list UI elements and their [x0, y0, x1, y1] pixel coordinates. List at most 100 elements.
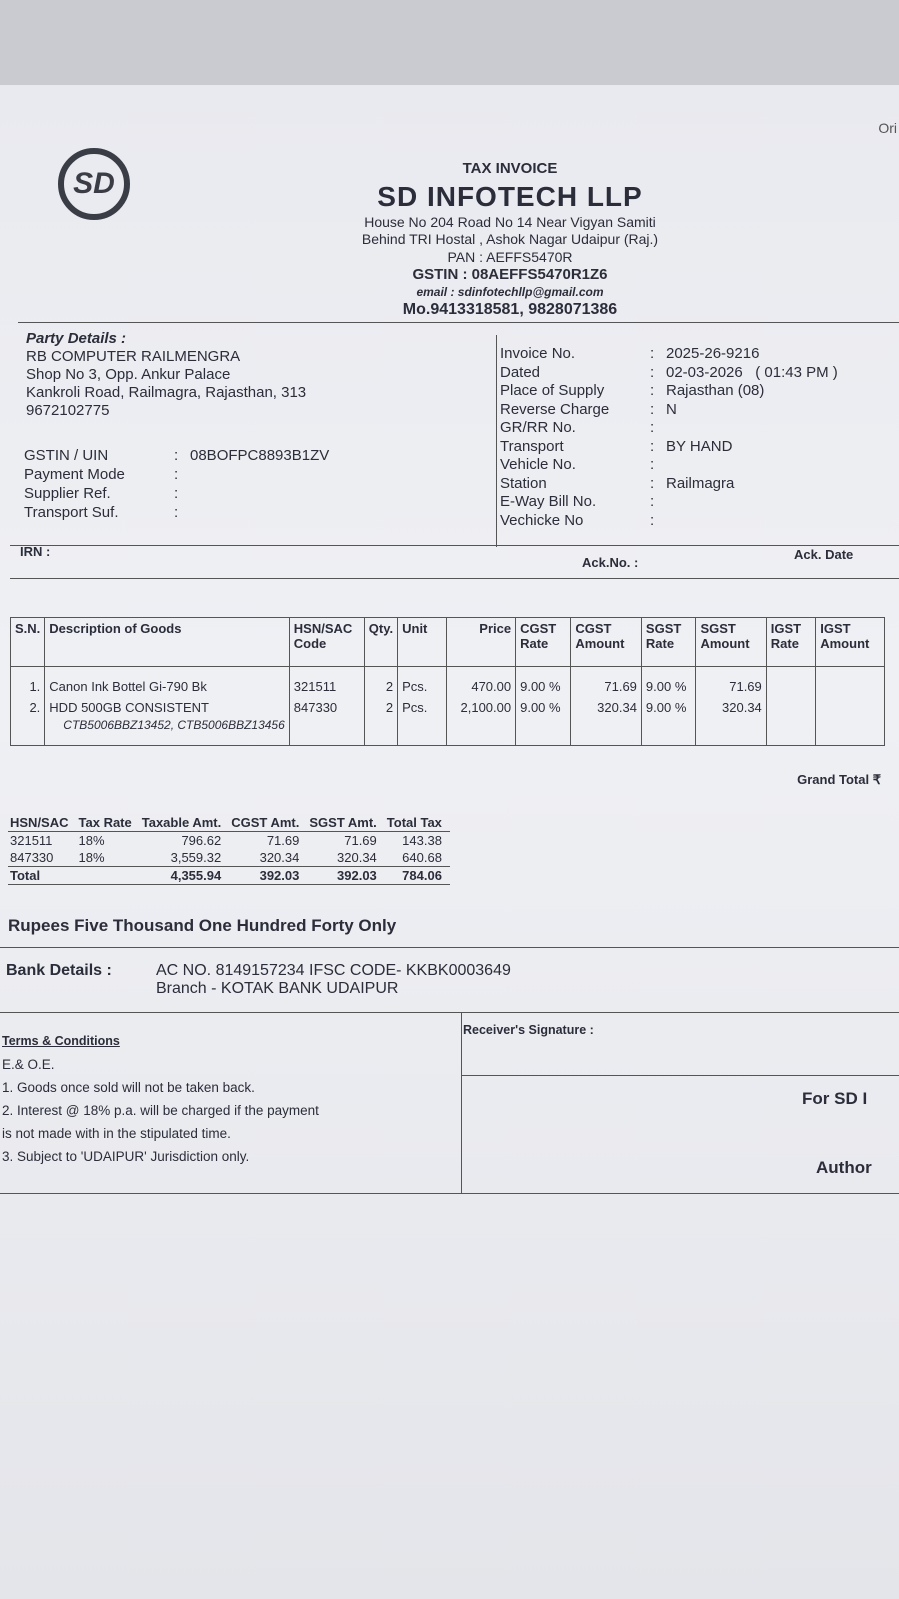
cell: 320.34 — [259, 850, 300, 865]
col-header: SGST Amount — [695, 617, 767, 667]
email: email : sdinfotechllp@gmail.com — [416, 285, 604, 299]
col-header: CGST Rate — [515, 617, 572, 667]
cell: 2 — [363, 697, 399, 746]
field-value: BY HAND — [666, 437, 733, 455]
col-header: HSN/SAC Code — [288, 617, 365, 667]
tax-summary-table: HSN/SAC Tax Rate Taxable Amt. CGST Amt. … — [8, 814, 450, 885]
bank-details: Bank Details : AC NO. 8149157234 IFSC COD… — [6, 962, 511, 998]
col-header: CGST Amount — [570, 617, 642, 667]
grand-total-label: Grand Total ₹ — [797, 772, 881, 787]
cell: 321511 — [288, 666, 365, 697]
for-company: For SD I — [802, 1089, 868, 1108]
field-value: 08BOFPC8893B1ZV — [190, 447, 330, 464]
pan: PAN : AEFFS5470R — [447, 248, 573, 265]
bank-branch: Branch - KOTAK BANK UDAIPUR — [156, 980, 399, 997]
cell: 392.03 — [307, 866, 385, 885]
party-fields: GSTIN / UIN:08BOFPC8893B1ZV Payment Mode… — [24, 447, 330, 521]
item-description: HDD 500GB CONSISTENT — [49, 700, 209, 715]
col-header: HSN/SAC — [8, 814, 77, 832]
field-label: Supplier Ref. — [24, 485, 111, 502]
invoice-fields: Invoice No.:2025-26-9216 Dated:02-03-202… — [500, 345, 838, 529]
divider — [0, 947, 899, 948]
ack-date-label: Ack. Date — [794, 547, 854, 562]
cell: 9.00 % — [640, 697, 697, 746]
field-value: N — [666, 400, 677, 418]
divider — [0, 1193, 899, 1194]
cell: 796.62 — [181, 833, 222, 848]
cell: 320.34 — [337, 850, 377, 865]
cell: 143.38 — [402, 833, 442, 848]
invoice-header: TAX INVOICE SD INFOTECH LLP House No 204… — [300, 160, 720, 320]
table-row: 847330 18% 3,559.32 320.34 320.34 640.68 — [8, 849, 450, 867]
party-heading: Party Details : — [26, 330, 127, 347]
company-logo: SD — [58, 148, 130, 220]
bank-label: Bank Details : — [6, 962, 112, 979]
table-row: 2. HDD 500GB CONSISTENT CTB5006BBZ13452, … — [9, 697, 885, 746]
address-line-1: House No 204 Road No 14 Near Vigyan Sami… — [364, 213, 656, 230]
col-header: SGST Amt. — [307, 814, 385, 832]
divider — [18, 322, 899, 323]
col-header: Qty. — [363, 617, 399, 667]
party-name: RB COMPUTER RAILMENGRA — [26, 348, 241, 365]
cell: 18% — [78, 833, 105, 848]
divider — [461, 1012, 462, 1194]
field-value: Rajasthan (08) — [666, 382, 765, 399]
terms-line: 3. Subject to 'UDAIPUR' Jurisdiction onl… — [2, 1149, 250, 1164]
divider — [496, 335, 497, 547]
cell: 847330 — [288, 697, 365, 746]
amount-in-words: Rupees Five Thousand One Hundred Forty O… — [8, 916, 397, 935]
cell: Pcs. — [397, 666, 448, 697]
col-header: IGST Amount — [815, 617, 885, 667]
terms-line: E.& O.E. — [2, 1057, 55, 1072]
terms-conditions: Terms & Conditions E.& O.E. 1. Goods onc… — [2, 1030, 319, 1168]
mobile: Mo.9413318581, 9828071386 — [402, 301, 618, 318]
cell: 2,100.00 — [446, 697, 517, 746]
cell — [815, 697, 885, 746]
cell — [815, 666, 885, 697]
divider — [10, 578, 899, 579]
field-label: Station — [500, 474, 547, 492]
terms-line: is not made with in the stipulated time. — [2, 1126, 231, 1141]
col-header: Tax Rate — [76, 814, 140, 832]
cell: 71.69 — [266, 833, 300, 848]
party-phone: 9672102775 — [26, 402, 110, 419]
field-label: Dated — [500, 363, 541, 381]
copy-label: Ori — [878, 120, 897, 136]
cell: 320.34 — [570, 697, 642, 746]
cell: Canon Ink Bottel Gi-790 Bk — [44, 666, 290, 697]
doc-type: TAX INVOICE — [462, 160, 558, 177]
cell: 71.69 — [695, 666, 767, 697]
cell: 640.68 — [402, 850, 442, 865]
cell: 2 — [363, 666, 399, 697]
field-value: 2025-26-9216 — [666, 345, 760, 362]
total-row: Total 4,355.94 392.03 392.03 784.06 — [8, 866, 450, 885]
cell: HDD 500GB CONSISTENT CTB5006BBZ13452, CTB… — [44, 697, 290, 746]
cell: 71.69 — [570, 666, 642, 697]
field-label: Place of Supply — [500, 382, 605, 399]
tax-header-row: HSN/SAC Tax Rate Taxable Amt. CGST Amt. … — [8, 814, 450, 832]
items-table: S.N. Description of Goods HSN/SAC Code Q… — [9, 617, 885, 746]
terms-heading: Terms & Conditions — [2, 1034, 120, 1048]
cell: Pcs. — [397, 697, 448, 746]
cell: Total — [8, 866, 77, 885]
table-row: 1. Canon Ink Bottel Gi-790 Bk 321511 2 P… — [9, 666, 885, 697]
field-label: Transport Suf. — [24, 504, 119, 521]
table-row: 321511 18% 796.62 71.69 71.69 143.38 — [8, 832, 450, 850]
field-label: Invoice No. — [500, 345, 576, 362]
gstin: GSTIN : 08AEFFS5470R1Z6 — [412, 266, 608, 284]
cell: 1. — [9, 666, 46, 697]
col-header: Taxable Amt. — [139, 814, 230, 832]
address-line-2: Behind TRI Hostal , Ashok Nagar Udaipur … — [361, 231, 659, 248]
field-label: Vechicke No — [500, 511, 584, 529]
cell: 2. — [9, 697, 46, 746]
field-label: Transport — [500, 437, 564, 455]
cell: 9.00 % — [640, 666, 697, 697]
cell: 784.06 — [384, 866, 450, 885]
field-label: Payment Mode — [24, 466, 125, 483]
cell: 9.00 % — [515, 697, 572, 746]
field-value: Railmagra — [666, 474, 735, 492]
ack-no-label: Ack.No. : — [582, 555, 639, 570]
cell: 3,559.32 — [170, 850, 222, 865]
table-header-row: S.N. Description of Goods HSN/SAC Code Q… — [9, 617, 885, 667]
field-value: 02-03-2026 ( 01:43 PM ) — [666, 363, 838, 381]
